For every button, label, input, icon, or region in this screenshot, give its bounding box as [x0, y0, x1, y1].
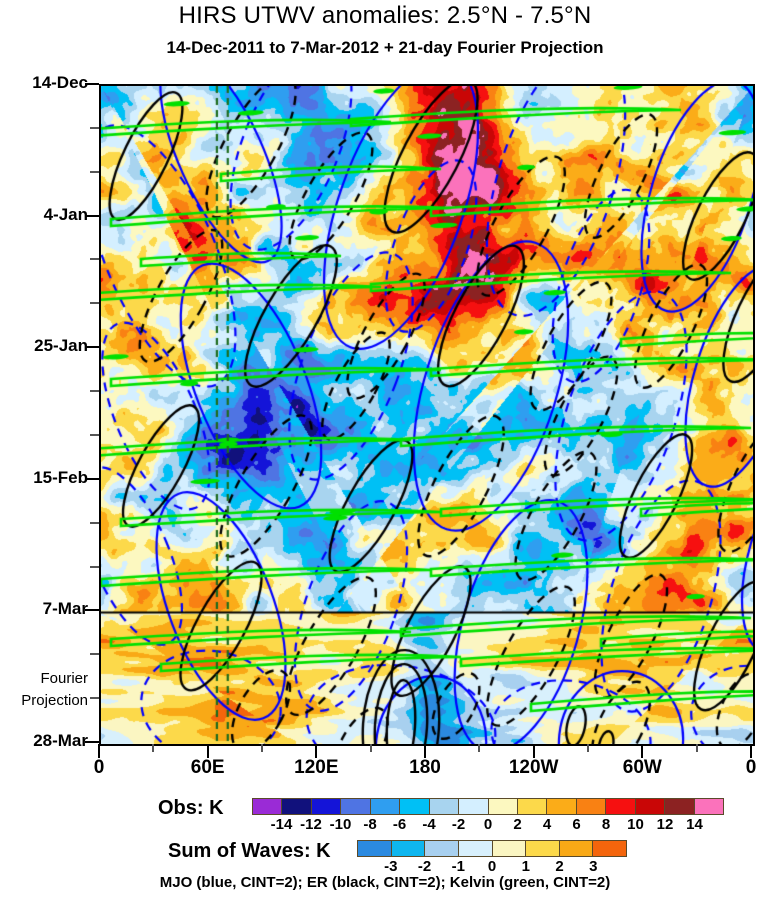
x-tick-minor	[478, 744, 481, 752]
colorbar-swatch	[399, 799, 429, 814]
colorbar-tick: 12	[656, 816, 674, 833]
colorbar-tick: 10	[627, 816, 644, 833]
colorbar-swatch	[390, 841, 425, 856]
x-axis-label-120w: 120W	[508, 757, 559, 778]
x-tick-major	[206, 744, 209, 758]
colorbar-swatch	[491, 841, 526, 856]
colorbar-tick: -3	[384, 858, 398, 875]
colorbar-swatch	[340, 799, 370, 814]
colorbar-swatch	[458, 799, 488, 814]
y-tick-minor	[90, 565, 99, 568]
y-axis-label-25-jan: 25-Jan	[34, 336, 88, 356]
colorbar-tick: 8	[601, 816, 611, 833]
colorbar-swatch	[516, 799, 547, 814]
x-axis-label-180: 180	[409, 757, 441, 778]
colorbar-tick: 6	[572, 816, 581, 833]
overlay-legend-caption: MJO (blue, CINT=2); ER (black, CINT=2); …	[159, 874, 611, 891]
colorbar-swatch	[424, 841, 458, 856]
colorbar-swatch	[525, 841, 559, 856]
colorbar-tick: -4	[422, 816, 436, 833]
x-tick-major	[532, 744, 535, 758]
y-axis-label-14-dec: 14-Dec	[32, 73, 88, 92]
x-axis-label-0: 0	[93, 757, 105, 778]
colorbar-tick: -6	[392, 816, 407, 833]
y-tick-major	[85, 83, 99, 85]
colorbar-tick: 0	[483, 816, 493, 833]
x-tick-minor	[152, 744, 155, 752]
colorbar-obs-label: Obs: K	[158, 797, 224, 819]
x-tick-minor	[369, 744, 372, 752]
y-tick-minor	[90, 126, 99, 129]
colorbar-tick: 2	[513, 816, 522, 833]
fourier-projection-note-line-1: Fourier	[40, 670, 88, 687]
y-axis-label-15-feb: 15-Feb	[33, 467, 88, 487]
colorbar-swatch	[605, 799, 635, 814]
y-tick-minor	[90, 521, 99, 524]
y-tick-minor	[90, 697, 99, 700]
colorbar-swatch	[693, 799, 723, 814]
page-title: HIRS UTWV anomalies: 2.5°N - 7.5°N	[178, 2, 592, 29]
colorbar-tick: 4	[542, 816, 552, 833]
y-tick-minor	[90, 433, 99, 436]
colorbar-tick: -2	[417, 858, 432, 875]
x-tick-major	[98, 744, 100, 758]
colorbar-waves-label: Sum of Waves: K	[168, 840, 331, 862]
x-tick-major	[424, 744, 426, 758]
hovmoller-field-canvas	[101, 86, 753, 744]
hovmoller-plot	[99, 84, 755, 746]
colorbar-swatch	[358, 841, 391, 856]
x-tick-minor	[261, 744, 263, 752]
colorbar-swatch	[281, 799, 311, 814]
y-tick-major	[85, 609, 99, 612]
colorbar-tick: -14	[270, 816, 293, 833]
colorbar-tick: -8	[363, 816, 377, 833]
y-axis-label-7-mar: 7-Mar	[42, 599, 88, 619]
x-tick-major	[641, 744, 644, 758]
colorbar-swatch	[310, 799, 341, 814]
colorbar-tick: 2	[555, 858, 564, 875]
colorbar-swatch	[558, 841, 593, 856]
y-tick-minor	[90, 653, 99, 656]
colorbar-tick: -10	[329, 816, 352, 833]
colorbar-tick: 3	[589, 858, 598, 875]
y-axis-label-4-jan: 4-Jan	[43, 204, 88, 224]
colorbar-sum-of-waves	[357, 840, 627, 857]
y-tick-minor	[90, 170, 99, 173]
x-axis-label-60w: 60W	[622, 757, 662, 778]
x-tick-minor	[587, 744, 589, 752]
x-axis-label-120e: 120E	[294, 757, 339, 778]
x-axis-label-0: 0	[745, 757, 757, 778]
y-axis-label-28-mar: 28-Mar	[33, 731, 88, 750]
fourier-projection-note-line-2: Projection	[21, 692, 88, 709]
x-axis-label-60e: 60E	[190, 757, 225, 778]
colorbar-tick: 14	[686, 816, 703, 833]
colorbar-swatch	[592, 841, 626, 856]
colorbar-obs	[252, 798, 724, 815]
colorbar-tick: -12	[300, 816, 322, 833]
colorbar-tick: 0	[487, 858, 497, 875]
colorbar-tick: -2	[451, 816, 466, 833]
x-tick-major	[750, 744, 752, 758]
colorbar-swatch	[546, 799, 576, 814]
y-tick-major	[85, 741, 99, 743]
y-tick-minor	[90, 390, 99, 393]
colorbar-swatch	[487, 799, 517, 814]
colorbar-swatch	[369, 799, 400, 814]
colorbar-swatch	[428, 799, 459, 814]
y-tick-minor	[90, 258, 99, 261]
colorbar-swatch	[457, 841, 492, 856]
x-tick-major	[315, 744, 318, 758]
colorbar-swatch	[253, 799, 282, 814]
colorbar-tick: 1	[521, 858, 530, 875]
colorbar-tick: -1	[451, 858, 465, 875]
y-tick-major	[85, 477, 99, 480]
page-subtitle: 14-Dec-2011 to 7-Mar-2012 + 21-day Fouri…	[166, 38, 604, 57]
y-tick-major	[85, 346, 99, 349]
y-tick-major	[85, 214, 99, 217]
colorbar-swatch	[634, 799, 665, 814]
x-tick-minor	[695, 744, 698, 752]
y-tick-minor	[90, 302, 99, 305]
colorbar-swatch	[664, 799, 694, 814]
colorbar-swatch	[575, 799, 606, 814]
